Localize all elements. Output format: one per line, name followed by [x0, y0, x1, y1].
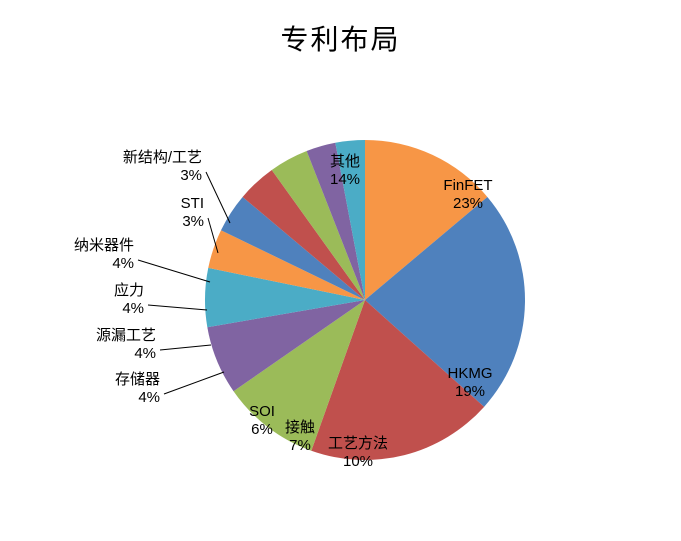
slice-pct: 4% — [138, 389, 160, 406]
slice-label: 接触 — [285, 419, 315, 436]
slice-label: 纳米器件 — [74, 237, 134, 254]
slice-label: SOI — [249, 403, 275, 420]
slice-pct: 14% — [330, 171, 360, 188]
leader-line — [160, 345, 211, 350]
slice-pct: 4% — [112, 255, 134, 272]
slice-pct: 23% — [453, 195, 483, 212]
slice-pct: 3% — [182, 213, 204, 230]
slice-label: 工艺方法 — [328, 435, 388, 452]
slice-pct: 6% — [251, 421, 273, 438]
slice-label: 存储器 — [115, 371, 160, 388]
slice-label: 新结构/工艺 — [123, 149, 202, 166]
slice-pct: 4% — [122, 300, 144, 317]
slice-pct: 10% — [343, 453, 373, 470]
slice-label: 其他 — [330, 153, 360, 170]
slice-label: FinFET — [443, 177, 492, 194]
pie-chart: 其他14% FinFET23% HKMG19% 工艺方法10% 接触7% SOI6% 存储器… — [0, 0, 681, 541]
leader-line — [148, 305, 207, 310]
leader-line — [138, 260, 210, 282]
leader-line — [206, 172, 230, 223]
slice-pct: 19% — [455, 383, 485, 400]
slice-label: HKMG — [448, 365, 493, 382]
slice-pct: 7% — [289, 437, 311, 454]
leader-line — [164, 372, 224, 394]
slice-label: 应力 — [114, 281, 144, 299]
leader-line — [208, 218, 218, 253]
slice-label: 源漏工艺 — [96, 327, 156, 344]
slice-label: STI — [181, 195, 204, 212]
slice-pct: 3% — [180, 167, 202, 184]
slice-pct: 4% — [134, 345, 156, 362]
